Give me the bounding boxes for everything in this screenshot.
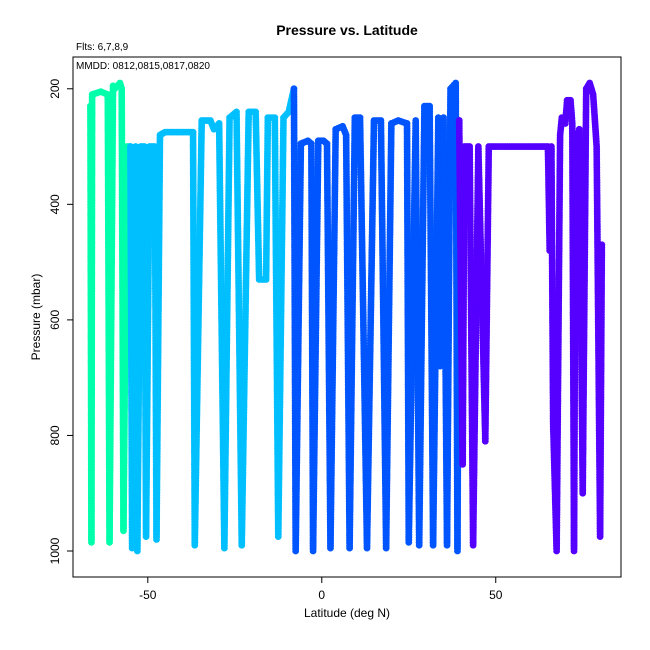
chart-title: Pressure vs. Latitude (276, 22, 418, 38)
series-2 (127, 85, 298, 555)
flights-note: Flts: 6,7,8,9 (76, 42, 129, 53)
series-1 (87, 79, 134, 546)
data-layer (87, 79, 606, 555)
